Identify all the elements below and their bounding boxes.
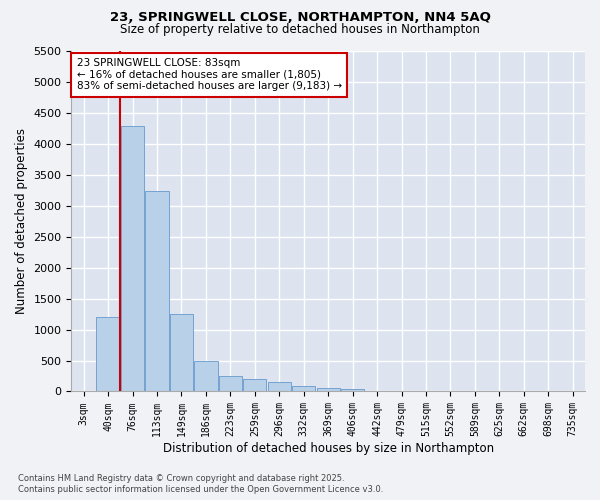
Bar [341, 389, 364, 392]
Y-axis label: Number of detached properties: Number of detached properties [15, 128, 28, 314]
Bar [219, 376, 242, 392]
Bar [317, 388, 340, 392]
X-axis label: Distribution of detached houses by size in Northampton: Distribution of detached houses by size … [163, 442, 494, 455]
Bar [268, 382, 291, 392]
Text: Contains HM Land Registry data © Crown copyright and database right 2025.
Contai: Contains HM Land Registry data © Crown c… [18, 474, 383, 494]
Bar [170, 314, 193, 392]
Bar [121, 126, 144, 392]
Bar [292, 386, 316, 392]
Bar [243, 379, 266, 392]
Text: 23 SPRINGWELL CLOSE: 83sqm
← 16% of detached houses are smaller (1,805)
83% of s: 23 SPRINGWELL CLOSE: 83sqm ← 16% of deta… [77, 58, 341, 92]
Bar [97, 318, 120, 392]
Text: 23, SPRINGWELL CLOSE, NORTHAMPTON, NN4 5AQ: 23, SPRINGWELL CLOSE, NORTHAMPTON, NN4 5… [110, 11, 490, 24]
Bar [194, 360, 218, 392]
Bar [145, 190, 169, 392]
Text: Size of property relative to detached houses in Northampton: Size of property relative to detached ho… [120, 22, 480, 36]
